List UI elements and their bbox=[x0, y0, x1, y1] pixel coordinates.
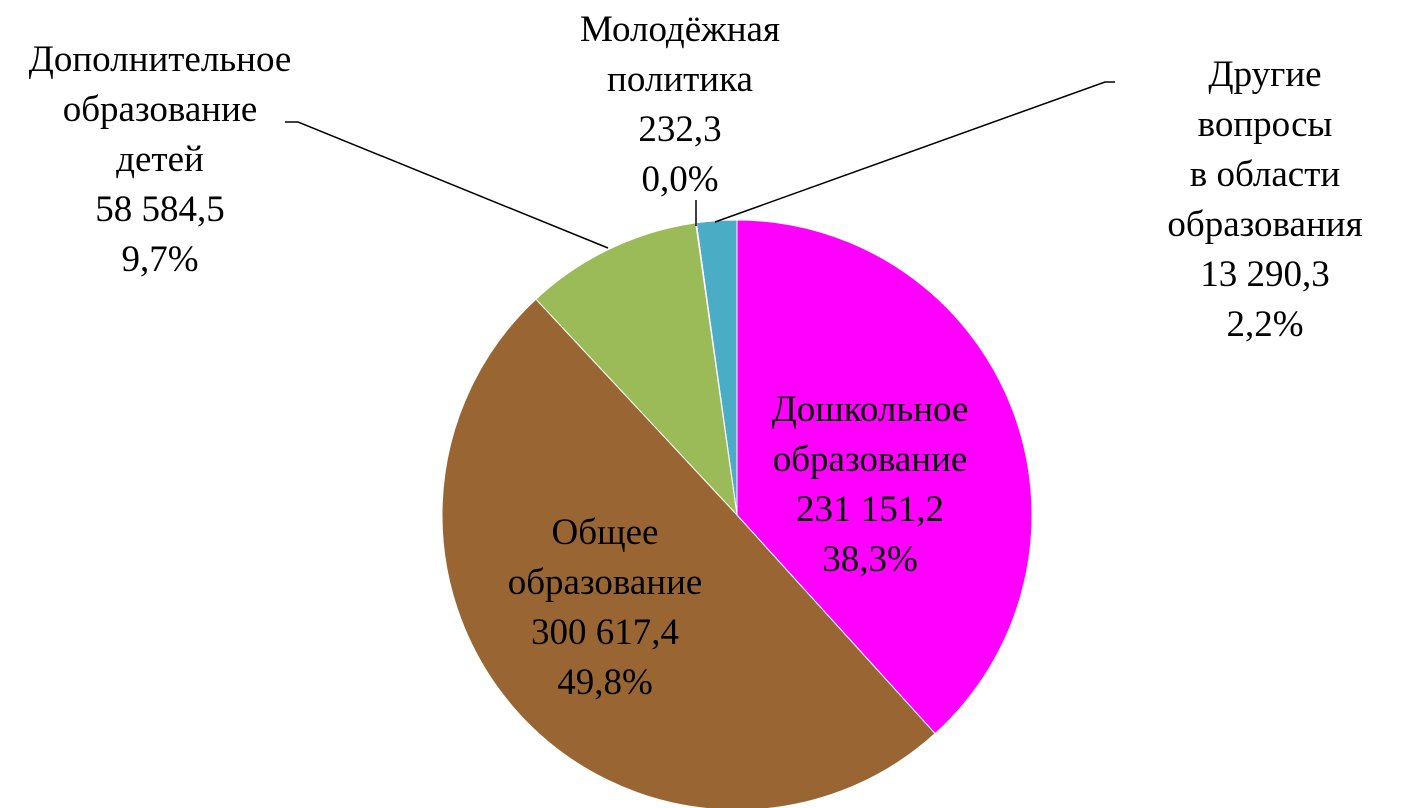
value-label: 231 151,2 bbox=[795, 489, 944, 530]
percent-label: 9,7% bbox=[121, 239, 199, 280]
data-label: Молодёжная политика 232,3 0,0% bbox=[580, 5, 780, 205]
leader-line bbox=[714, 81, 1115, 223]
pie-slice bbox=[535, 222, 738, 517]
value-label: 232,3 bbox=[638, 109, 722, 150]
leader-line bbox=[285, 121, 609, 249]
data-label: Другие вопросы в области образования 13 2… bbox=[1167, 50, 1362, 350]
pie-slice bbox=[736, 219, 1033, 735]
percent-label: 38,3% bbox=[822, 539, 918, 580]
value-label: 13 290,3 bbox=[1200, 254, 1330, 295]
percent-label: 2,2% bbox=[1226, 304, 1304, 345]
data-label: Дошкольное образование 231 151,2 38,3% bbox=[772, 385, 969, 585]
category-label: Молодёжная политика bbox=[580, 9, 780, 100]
data-label: Дополнительное образование детей 58 584,5… bbox=[29, 35, 292, 285]
category-label: Другие вопросы в области образования bbox=[1167, 54, 1363, 245]
percent-label: 49,8% bbox=[557, 662, 653, 703]
pie-slice bbox=[441, 298, 936, 808]
category-label: Дополнительное образование детей bbox=[28, 39, 292, 180]
category-label: Дошкольное образование bbox=[771, 389, 969, 480]
value-label: 58 584,5 bbox=[95, 189, 225, 230]
percent-label: 0,0% bbox=[641, 159, 719, 200]
value-label: 300 617,4 bbox=[530, 612, 679, 653]
data-label: Общее образование 300 617,4 49,8% bbox=[508, 508, 703, 708]
category-label: Общее образование bbox=[507, 512, 703, 603]
